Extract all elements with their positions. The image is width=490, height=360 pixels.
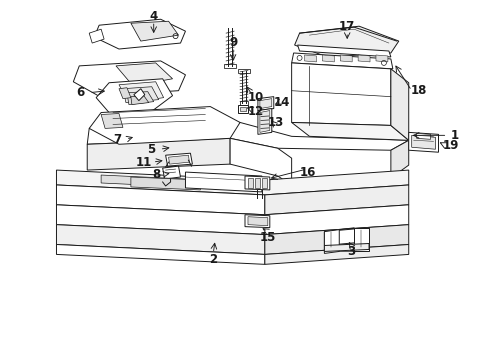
Polygon shape: [240, 100, 248, 105]
Polygon shape: [265, 225, 409, 255]
Polygon shape: [56, 205, 409, 235]
Polygon shape: [230, 138, 292, 185]
Text: 18: 18: [411, 84, 427, 97]
Polygon shape: [322, 55, 334, 62]
Polygon shape: [262, 178, 267, 188]
Polygon shape: [89, 29, 104, 43]
Polygon shape: [292, 63, 391, 125]
Text: 5: 5: [147, 143, 155, 156]
Polygon shape: [101, 175, 250, 190]
Polygon shape: [87, 138, 230, 170]
Text: 6: 6: [76, 86, 84, 99]
Text: 8: 8: [152, 167, 161, 181]
Polygon shape: [123, 87, 159, 103]
Polygon shape: [94, 19, 185, 49]
Text: 14: 14: [273, 96, 290, 109]
Polygon shape: [134, 89, 145, 100]
Polygon shape: [292, 122, 409, 140]
Polygon shape: [258, 109, 272, 134]
Polygon shape: [56, 244, 265, 264]
Text: 16: 16: [299, 166, 316, 179]
Polygon shape: [96, 79, 172, 113]
Polygon shape: [294, 26, 399, 57]
Polygon shape: [169, 155, 190, 164]
Polygon shape: [265, 185, 409, 215]
Polygon shape: [163, 166, 180, 179]
Polygon shape: [305, 55, 317, 62]
Text: 2: 2: [209, 253, 217, 266]
Text: 13: 13: [268, 116, 284, 129]
Polygon shape: [416, 133, 431, 139]
Polygon shape: [354, 228, 369, 251]
Polygon shape: [131, 96, 149, 105]
Polygon shape: [391, 69, 409, 140]
Polygon shape: [409, 132, 439, 152]
Polygon shape: [238, 69, 250, 73]
Polygon shape: [260, 111, 270, 132]
Polygon shape: [119, 88, 131, 99]
Polygon shape: [56, 185, 265, 215]
Polygon shape: [255, 178, 260, 188]
Polygon shape: [260, 99, 272, 109]
Text: 3: 3: [347, 245, 355, 258]
Polygon shape: [166, 153, 193, 166]
Polygon shape: [248, 178, 253, 188]
Polygon shape: [127, 92, 154, 105]
Polygon shape: [245, 176, 270, 190]
Polygon shape: [56, 225, 265, 255]
Text: 11: 11: [136, 156, 152, 168]
Polygon shape: [131, 21, 178, 41]
Text: 9: 9: [229, 36, 237, 49]
Polygon shape: [376, 55, 388, 62]
Polygon shape: [324, 228, 369, 246]
Polygon shape: [224, 64, 236, 68]
Polygon shape: [340, 55, 352, 62]
Polygon shape: [324, 230, 339, 253]
Text: 17: 17: [339, 20, 355, 33]
Polygon shape: [248, 217, 268, 226]
Polygon shape: [116, 63, 172, 86]
Polygon shape: [238, 105, 248, 113]
Polygon shape: [56, 170, 409, 195]
Polygon shape: [265, 244, 409, 264]
Polygon shape: [87, 122, 409, 150]
Text: 1: 1: [450, 129, 459, 142]
Polygon shape: [89, 107, 240, 144]
Text: 4: 4: [149, 10, 158, 23]
Polygon shape: [391, 140, 409, 178]
Polygon shape: [119, 82, 164, 103]
Polygon shape: [412, 135, 436, 149]
Polygon shape: [324, 243, 369, 251]
Text: 7: 7: [113, 133, 121, 146]
Text: 12: 12: [248, 105, 264, 118]
Polygon shape: [245, 215, 270, 228]
Polygon shape: [258, 96, 274, 111]
Polygon shape: [297, 45, 391, 57]
Polygon shape: [74, 61, 185, 96]
Polygon shape: [131, 177, 200, 190]
Polygon shape: [185, 172, 262, 192]
Text: 19: 19: [442, 139, 459, 152]
Polygon shape: [101, 113, 123, 129]
Polygon shape: [292, 53, 393, 69]
Polygon shape: [358, 55, 370, 62]
Text: 15: 15: [260, 231, 276, 244]
Polygon shape: [240, 107, 246, 111]
Text: 10: 10: [248, 91, 264, 104]
